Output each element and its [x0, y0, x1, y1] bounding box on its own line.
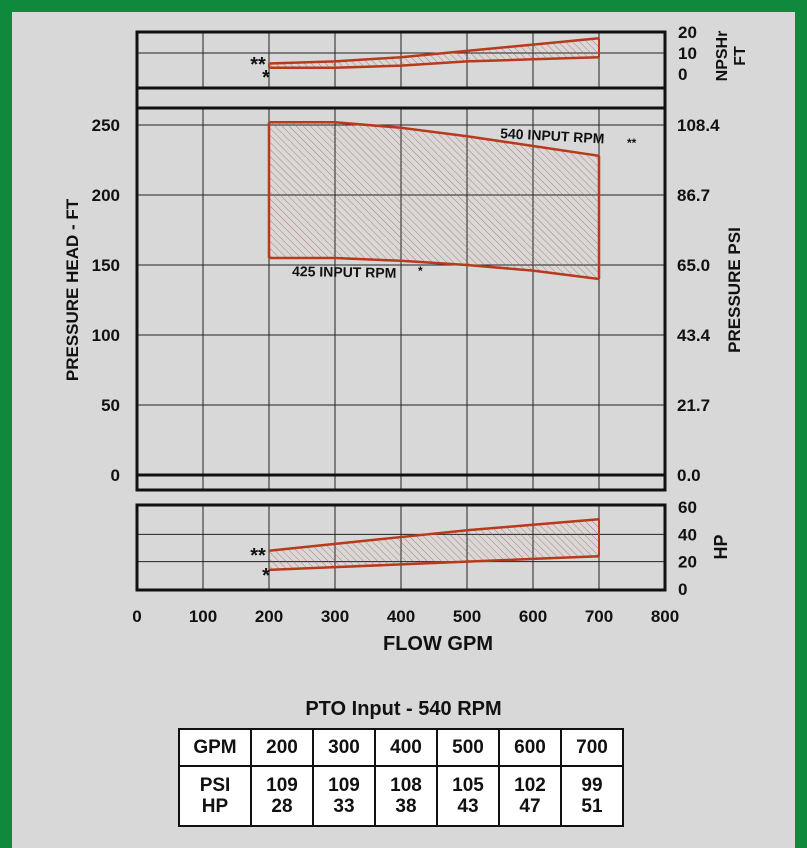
npsh-tick-label: 0	[678, 65, 687, 84]
table-header-cell: 700	[560, 728, 624, 767]
pressure-curve-540	[269, 120, 600, 158]
table-cell: PSI HP	[178, 765, 252, 827]
separator-band	[135, 86, 667, 110]
table-cell: 109 28	[250, 765, 314, 827]
y-tick-label: 0	[111, 466, 120, 485]
x-tick-label: 100	[189, 607, 217, 626]
psi-value: 102	[514, 775, 546, 796]
pump-curve-chart: 0501001502002500.021.743.465.086.7108.40…	[63, 23, 749, 655]
psi-value: 99	[581, 775, 603, 796]
x-tick-label: 700	[585, 607, 613, 626]
x-tick-label: 800	[651, 607, 679, 626]
hp-marker-425: *	[262, 565, 270, 587]
psi-value: 108	[390, 775, 422, 796]
psi-value: 105	[452, 775, 484, 796]
x-tick-label: 300	[321, 607, 349, 626]
x-tick-label: 500	[453, 607, 481, 626]
hp-tick-label: 60	[678, 498, 697, 517]
x-tick-label: 600	[519, 607, 547, 626]
hp-marker-540: **	[250, 545, 266, 567]
series-label-540: 540 INPUT RPM	[500, 125, 605, 146]
hp-tick-label: 0	[678, 580, 687, 599]
npsh-tick-label: 20	[678, 23, 697, 42]
hp-value: 33	[333, 796, 355, 817]
y-tick-label: 100	[92, 326, 120, 345]
hp-value: 51	[581, 796, 603, 817]
series-marker-540: **	[627, 136, 637, 150]
table-header-cell: GPM	[178, 728, 252, 767]
psi-tick-label: 108.4	[677, 116, 720, 135]
hp-curve-425	[268, 554, 600, 572]
psi-axis-title: PRESSURE PSI	[725, 227, 744, 353]
table-cell: 108 38	[374, 765, 438, 827]
hp-value: 47	[519, 796, 541, 817]
hp-axis-title: HP	[711, 534, 731, 559]
psi-value: 109	[328, 775, 360, 796]
table-cell: 105 43	[436, 765, 500, 827]
npsh-marker-425: *	[262, 67, 270, 89]
hp-tick-label: 20	[678, 553, 697, 572]
hp-value: 38	[395, 796, 417, 817]
table-header-cell: 500	[436, 728, 500, 767]
pressure-curve-425	[269, 256, 600, 281]
npsh-band	[269, 38, 599, 68]
psi-tick-label: 21.7	[677, 396, 710, 415]
psi-tick-label: 65.0	[677, 256, 710, 275]
table-cell: 99 51	[560, 765, 624, 827]
table-title: PTO Input - 540 RPM	[305, 698, 502, 720]
y-tick-label: 150	[92, 256, 120, 275]
x-tick-label: 400	[387, 607, 415, 626]
table-cell: 102 47	[498, 765, 562, 827]
npsh-curve-540	[268, 37, 600, 65]
npsh-marker-540: **	[250, 54, 266, 76]
table-header-cell: 600	[498, 728, 562, 767]
row-label-psi: PSI	[199, 775, 231, 796]
pto-table: GPM 200 300 400 500 600 700 PSI HP 109 28 …	[178, 728, 624, 827]
psi-tick-label: 0.0	[677, 466, 701, 485]
table-header-row: GPM 200 300 400 500 600 700	[178, 728, 624, 767]
table-row: PSI HP 109 28 109 33 108 38 105 43 102 47 99 51	[178, 765, 624, 827]
hp-value: 43	[457, 796, 479, 817]
y-axis-title: PRESSURE HEAD - FT	[63, 198, 82, 381]
table-header-cell: 300	[312, 728, 376, 767]
x-tick-label: 200	[255, 607, 283, 626]
table-header-cell: 400	[374, 728, 438, 767]
npsh-axis-unit: FT	[732, 46, 749, 66]
y-tick-label: 50	[101, 396, 120, 415]
psi-tick-label: 86.7	[677, 186, 710, 205]
series-label-425: 425 INPUT RPM	[292, 263, 397, 281]
y-tick-label: 250	[92, 116, 120, 135]
hp-value: 28	[271, 796, 293, 817]
hp-tick-label: 40	[678, 525, 697, 544]
psi-value: 109	[266, 775, 298, 796]
table-header-cell: 200	[250, 728, 314, 767]
pressure-band	[269, 122, 599, 279]
series-marker-425: *	[418, 264, 423, 278]
npsh-curve-425	[269, 55, 600, 69]
npsh-axis-title: NPSHr	[714, 31, 731, 82]
npsh-tick-label: 10	[678, 44, 697, 63]
row-label-hp: HP	[201, 796, 229, 817]
table-cell: 109 33	[312, 765, 376, 827]
y-tick-label: 200	[92, 186, 120, 205]
psi-tick-label: 43.4	[677, 326, 711, 345]
hp-band	[269, 519, 599, 570]
hp-curve-540	[268, 518, 600, 552]
x-axis-title: FLOW GPM	[383, 633, 493, 655]
x-tick-label: 0	[132, 607, 141, 626]
